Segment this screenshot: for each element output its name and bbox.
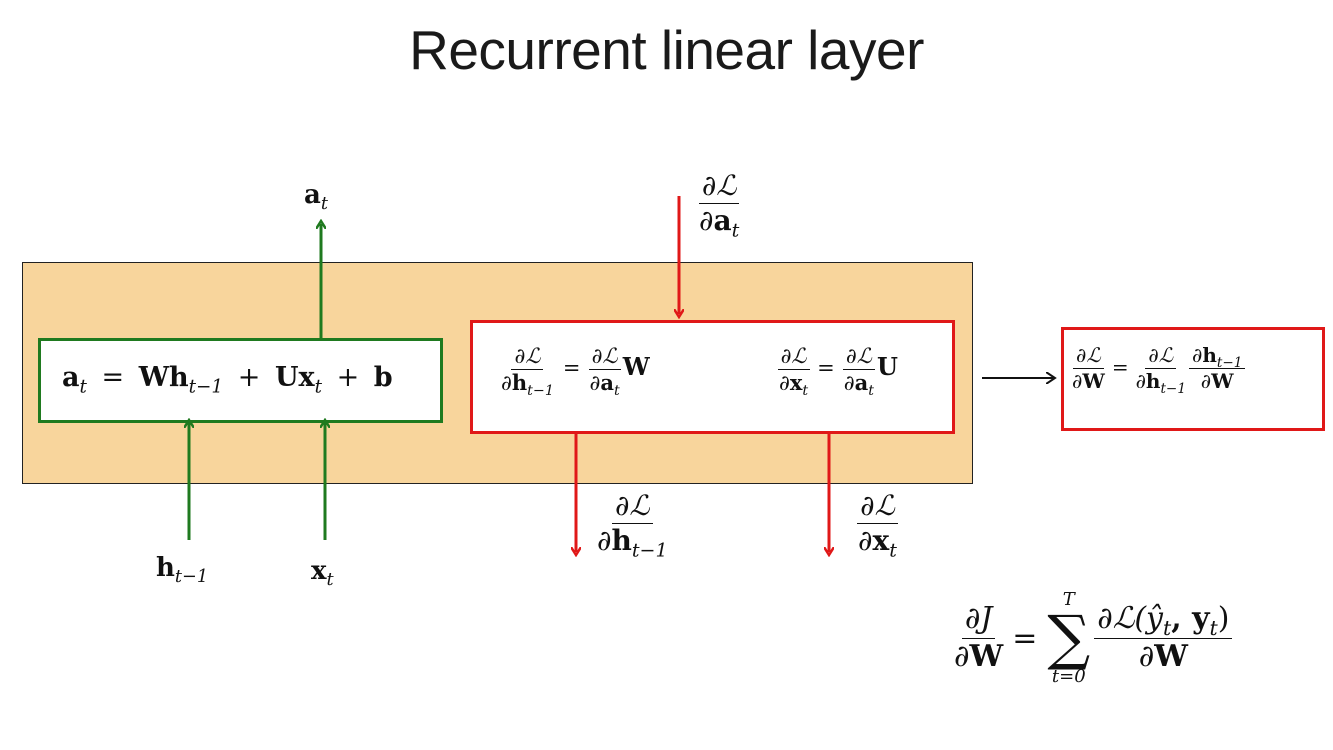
label-x-in: xt [311, 556, 334, 591]
backward-gradients-box [470, 320, 955, 434]
total-loss-equation: ∂J ∂W = T ∑ t=0 ∂ℒ(ŷt, yt) ∂W [951, 590, 1233, 687]
grad-a-in-label: ∂ℒ ∂at [698, 169, 740, 242]
grad-x-out-label: ∂ℒ ∂xt [857, 489, 898, 562]
label-h-in: ht−1 [156, 553, 209, 588]
grad-x-equation: ∂ℒ ∂xt = ∂ℒ ∂at U [777, 344, 898, 400]
forward-equation: at = Wht−1 + Uxt + b [62, 362, 393, 398]
grad-h-out-label: ∂ℒ ∂ht−1 [597, 489, 668, 562]
forward-equation-box [38, 338, 443, 423]
weight-gradient-box [1061, 327, 1325, 431]
weight-gradient-equation: ∂ℒ ∂W = ∂ℒ ∂ht−1 ∂ht−1 ∂W [1069, 344, 1246, 396]
label-a-out: at [304, 180, 328, 215]
grad-h-equation: ∂ℒ ∂ht−1 = ∂ℒ ∂at W [501, 344, 650, 400]
slide-title: Recurrent linear layer [409, 19, 924, 81]
